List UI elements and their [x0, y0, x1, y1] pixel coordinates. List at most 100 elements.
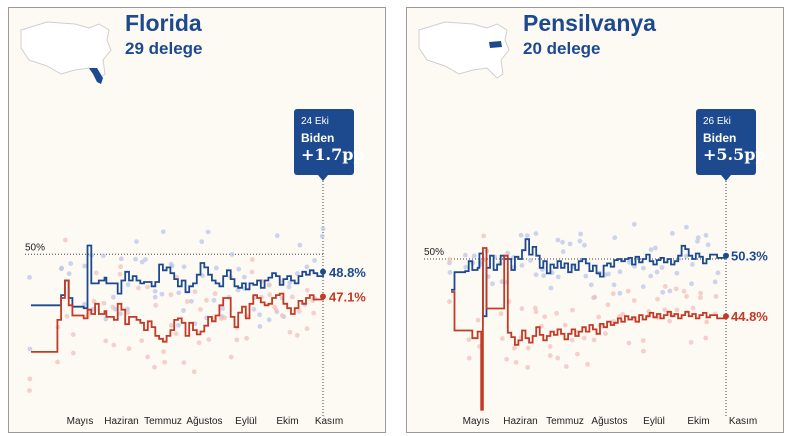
x-tick-label: Mayıs	[67, 416, 94, 427]
poll-dot	[505, 250, 511, 256]
poll-dot	[241, 274, 247, 280]
poll-dot	[191, 369, 197, 375]
poll-dot	[287, 280, 293, 286]
series-line-trump	[451, 247, 727, 411]
poll-dot	[133, 256, 139, 262]
poll-dot	[703, 232, 709, 238]
poll-dot	[206, 337, 212, 342]
poll-dot	[153, 302, 159, 308]
poll-dot	[297, 242, 303, 248]
series-end-label-biden: 50.3%	[731, 249, 768, 264]
poll-dot	[289, 294, 295, 300]
callout-leader: Biden	[301, 131, 335, 145]
poll-dot	[319, 233, 325, 239]
poll-dot	[64, 313, 70, 319]
poll-dot	[145, 284, 150, 290]
series-line-biden	[31, 244, 324, 310]
poll-dot	[533, 272, 539, 278]
poll-dot	[563, 364, 569, 369]
poll-dot	[70, 350, 76, 356]
poll-dot	[640, 338, 646, 343]
poll-dot	[695, 235, 701, 241]
lead-callout: 24 Eki Biden +1.7pp	[294, 109, 365, 175]
poll-dot	[547, 353, 553, 359]
poll-dot	[698, 290, 703, 296]
poll-dot	[519, 306, 525, 312]
poll-dot	[541, 273, 547, 278]
poll-dot	[498, 311, 504, 317]
series-line-trump	[31, 279, 324, 353]
poll-dot	[504, 356, 510, 362]
delegate-count: 29 delege	[125, 39, 203, 58]
poll-dot	[667, 288, 673, 294]
poll-dot	[555, 355, 561, 361]
x-tick-label: Kasım	[315, 416, 343, 427]
poll-dot	[585, 361, 591, 367]
poll-dot	[58, 266, 64, 272]
poll-dot	[695, 238, 700, 244]
poll-dot	[547, 344, 553, 349]
poll-dot	[626, 340, 632, 346]
series-end-point-biden	[723, 252, 729, 259]
poll-dot	[229, 252, 235, 257]
poll-dot	[662, 284, 668, 289]
poll-dot	[574, 351, 580, 357]
poll-dot	[136, 285, 141, 291]
florida-chart-panel: Florida 29 delege 50% 48.8% 47.1% Mayıs Hazi…	[8, 7, 386, 433]
poll-dot	[27, 376, 33, 382]
poll-dot	[631, 298, 637, 303]
poll-dot	[669, 231, 675, 236]
poll-dot	[713, 294, 719, 299]
poll-dot	[100, 253, 106, 259]
poll-dot	[612, 235, 618, 241]
poll-dot	[152, 294, 158, 300]
x-tick-label: Mayıs	[463, 416, 490, 427]
poll-dot	[125, 310, 131, 316]
poll-dot	[160, 229, 166, 235]
poll-dot	[466, 355, 472, 361]
poll-dot	[228, 354, 234, 360]
poll-dot	[475, 317, 481, 323]
usa-map-icon	[20, 21, 112, 84]
poll-dot	[213, 265, 219, 271]
poll-dot	[161, 349, 166, 355]
poll-dot	[652, 245, 658, 251]
poll-dot	[690, 262, 695, 267]
poll-dot	[532, 305, 538, 311]
poll-dot	[596, 314, 602, 320]
poll-dot	[617, 290, 623, 296]
poll-dot	[570, 307, 575, 313]
callout-date: 24 Eki	[301, 116, 329, 127]
x-tick-label: Kasım	[729, 416, 757, 427]
poll-dot	[683, 224, 689, 230]
poll-dot	[605, 302, 611, 308]
poll-dot	[168, 292, 174, 298]
poll-dot	[447, 257, 453, 262]
pennsylvania-chart-panel: Pensilvanya 20 delege 50% 50.3% 44.8% Mayıs…	[406, 7, 784, 433]
poll-dot	[511, 345, 517, 351]
poll-dot	[674, 307, 680, 313]
poll-dot	[257, 312, 262, 318]
poll-dot	[27, 346, 33, 352]
poll-dot	[176, 290, 182, 296]
poll-dot	[267, 292, 273, 298]
poll-dot	[168, 322, 174, 328]
poll-dot	[286, 284, 292, 290]
plot-area: 50% 50.3% 44.8% Mayıs Haziran Temmuz Ağustos Ey…	[424, 175, 768, 427]
poll-dot	[681, 288, 687, 294]
poll-dot	[134, 239, 139, 244]
poll-dot	[70, 332, 76, 337]
poll-dot	[471, 253, 477, 259]
x-tick-label: Eylül	[643, 416, 665, 427]
poll-dot	[577, 238, 583, 244]
poll-dot	[196, 340, 202, 346]
poll-dot	[617, 269, 623, 275]
poll-dot	[139, 338, 145, 344]
poll-dot	[234, 337, 240, 343]
delegate-count: 20 delege	[523, 39, 601, 58]
poll-dot	[126, 346, 132, 352]
x-tick-label: Ağustos	[591, 416, 627, 427]
poll-dot	[463, 264, 469, 270]
poll-dot	[181, 264, 187, 270]
poll-dot	[212, 291, 218, 297]
